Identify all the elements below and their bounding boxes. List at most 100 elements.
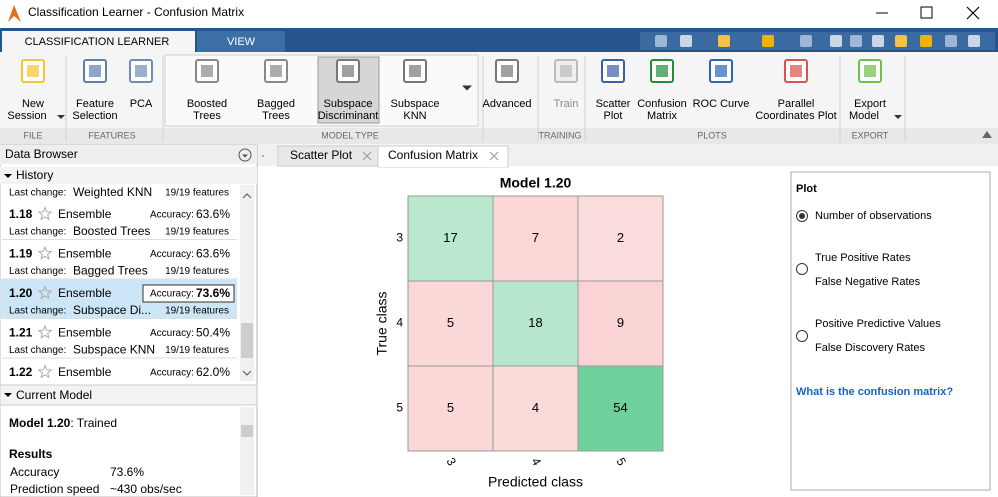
model-type: Ensemble (58, 207, 112, 221)
radio-selected (799, 213, 805, 219)
panel-menu-arrow (242, 154, 248, 158)
button-icon-glyph (656, 65, 668, 77)
favorite-star[interactable] (37, 285, 53, 300)
ribbon-button-label[interactable]: Advanced (483, 98, 532, 110)
accuracy-label: Accuracy: (150, 368, 194, 379)
toolbar-icon (830, 35, 842, 47)
ribbon-button-label[interactable]: Selection (72, 110, 117, 122)
section-label: MODEL TYPE (321, 130, 379, 140)
accuracy-value: 50.4% (196, 326, 230, 340)
toolbar-icon (680, 35, 692, 47)
ribbon-button-label[interactable]: KNN (403, 110, 426, 122)
collapse-arrow (4, 174, 12, 178)
feature-count: 19/19 features (165, 227, 229, 238)
model-name: Model 1.20 (9, 416, 71, 430)
ribbon-tab: CLASSIFICATION LEARNER (25, 36, 170, 48)
collapse-arrow (4, 393, 12, 397)
ribbon-button-label[interactable]: Confusion (637, 98, 687, 110)
model-type: Ensemble (58, 286, 112, 300)
accuracy-label: Accuracy: (150, 210, 194, 221)
scrollbar (240, 407, 254, 495)
ribbon-button-label[interactable]: New (22, 98, 44, 110)
favorite-star[interactable] (37, 364, 53, 379)
cell-value: 9 (617, 315, 624, 330)
favorite-star[interactable] (37, 206, 53, 221)
accuracy-value: 73.6% (196, 286, 230, 300)
button-icon-glyph (501, 65, 513, 77)
x-axis-label: Predicted class (488, 474, 583, 490)
scroll-down[interactable] (242, 370, 252, 376)
button-icon-glyph (607, 65, 619, 77)
scrollbar-thumb (241, 323, 253, 358)
toolbar-icon (895, 35, 907, 47)
grip (262, 155, 264, 157)
ribbon-button-label[interactable]: Boosted (187, 98, 227, 110)
ribbon-button-label[interactable]: Trees (193, 110, 221, 122)
document-tab-label: Confusion Matrix (388, 148, 478, 162)
favorite-star[interactable] (37, 324, 53, 339)
feature-count: 19/19 features (165, 188, 229, 199)
tab-close[interactable] (362, 151, 372, 161)
ribbon-button-label[interactable]: Coordinates Plot (755, 110, 836, 122)
ribbon-button-label[interactable]: Subspace (324, 98, 373, 110)
model-type: Ensemble (58, 247, 112, 261)
option-label: Number of observations (815, 210, 932, 222)
ribbon-button-label[interactable]: Bagged (257, 98, 295, 110)
section-label: TRAINING (538, 130, 581, 140)
section-header (0, 167, 257, 184)
ribbon-button-label[interactable]: Export (854, 98, 886, 110)
button-icon-glyph (342, 65, 354, 77)
ribbon-button-label[interactable]: Subspace (391, 98, 440, 110)
ribbon-button-label[interactable]: Trees (262, 110, 290, 122)
quick-access-toolbar (640, 32, 995, 50)
ribbon-button-label[interactable]: Discriminant (318, 110, 379, 122)
model-id: 1.20 (9, 286, 33, 300)
title-bar (0, 0, 998, 28)
scroll-up[interactable] (242, 193, 252, 199)
ribbon-button-label[interactable]: Session (7, 110, 46, 122)
matrix-cell (407, 365, 494, 452)
ribbon-button-label[interactable]: ROC Curve (693, 98, 750, 110)
ribbon-button-label[interactable]: Matrix (647, 110, 677, 122)
section-label: FEATURES (88, 130, 135, 140)
ribbon-button-label[interactable]: PCA (130, 98, 153, 110)
ribbon-button-label[interactable]: Feature (76, 98, 114, 110)
change-value: Subspace Di... (73, 303, 151, 317)
radio-button[interactable] (796, 330, 808, 342)
left-panel (0, 144, 258, 497)
accuracy-value: 63.6% (196, 247, 230, 261)
ribbon-button-label[interactable]: Train (554, 98, 579, 110)
matrix-cell (577, 280, 664, 367)
cell-value: 7 (532, 230, 539, 245)
maximize-button (920, 6, 933, 19)
accuracy-value: 62.0% (196, 365, 230, 379)
collapse-ribbon[interactable] (982, 131, 992, 138)
accuracy-label: Accuracy: (150, 328, 194, 339)
close-button[interactable] (966, 6, 980, 20)
model-id: 1.21 (9, 326, 33, 340)
ribbon-button-label[interactable]: Model (849, 110, 879, 122)
result-label: Prediction speed (10, 482, 99, 496)
section-title: History (16, 168, 53, 182)
tab-active (2, 31, 195, 52)
option-label: False Negative Rates (815, 276, 921, 288)
feature-count: 19/19 features (165, 306, 229, 317)
radio-button[interactable] (796, 263, 808, 275)
panel-title: Data Browser (5, 147, 78, 161)
toolbar-icon (850, 35, 862, 47)
ribbon-button-label[interactable]: Scatter (596, 98, 631, 110)
model-id: 1.22 (9, 365, 33, 379)
change-label: Last change: (9, 306, 66, 317)
section-title: Current Model (16, 388, 92, 402)
ribbon-button-label[interactable]: Parallel (778, 98, 815, 110)
panel-menu[interactable] (238, 148, 252, 162)
help-link[interactable]: What is the confusion matrix? (796, 386, 953, 398)
tab-close[interactable] (489, 151, 499, 161)
matrix-cell (407, 195, 494, 282)
accuracy-label: Accuracy: (150, 289, 194, 300)
cell-value: 5 (447, 400, 454, 415)
ribbon-button-label[interactable]: Plot (604, 110, 623, 122)
toolbar-icon (945, 35, 957, 47)
change-value: Weighted KNN (73, 185, 152, 199)
favorite-star[interactable] (37, 245, 53, 260)
